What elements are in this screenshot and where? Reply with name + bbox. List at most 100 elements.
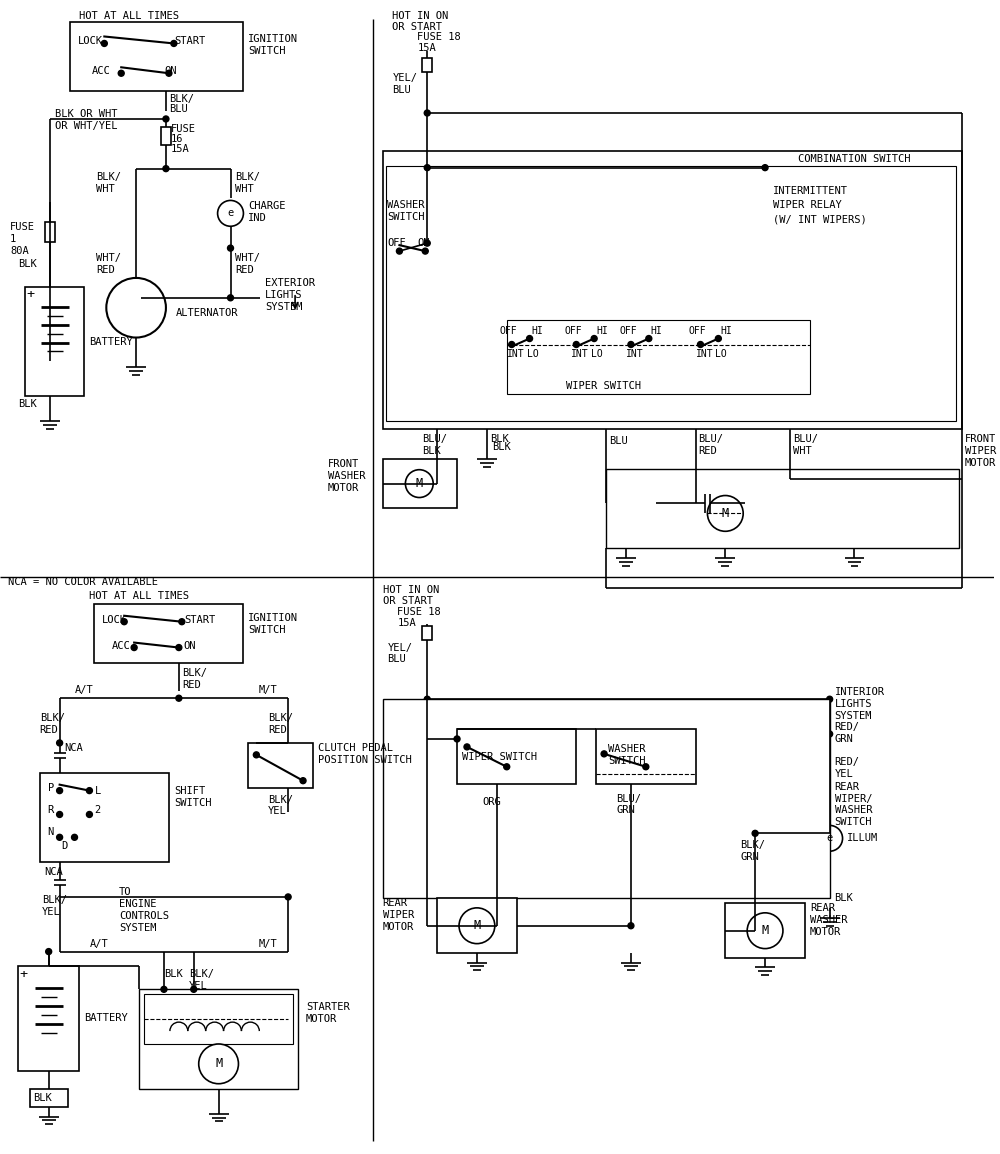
Text: FUSE 18: FUSE 18 (417, 32, 461, 43)
Bar (437, 898, 517, 952)
Circle shape (527, 336, 533, 342)
Text: YEL/: YEL/ (387, 643, 412, 652)
Text: BLK: BLK (18, 258, 37, 269)
Circle shape (424, 110, 430, 117)
Text: OR START: OR START (392, 22, 442, 31)
Circle shape (817, 825, 843, 852)
Circle shape (424, 240, 430, 246)
Text: NCA = NO COLOR AVAILABLE: NCA = NO COLOR AVAILABLE (8, 577, 158, 587)
Text: BLK: BLK (492, 442, 511, 452)
Bar (383, 151, 962, 429)
Circle shape (86, 788, 92, 794)
Text: WHT: WHT (96, 183, 115, 194)
Circle shape (218, 201, 243, 226)
Text: BLK/: BLK/ (42, 894, 67, 905)
Circle shape (57, 740, 63, 745)
Circle shape (573, 342, 579, 347)
Text: START: START (174, 37, 205, 46)
Circle shape (509, 342, 515, 347)
Text: BLK: BLK (18, 399, 37, 410)
Text: ENGINE: ENGINE (119, 899, 157, 909)
Text: SWITCH: SWITCH (174, 797, 211, 808)
Text: BLU/: BLU/ (422, 434, 447, 444)
Text: R: R (48, 805, 54, 816)
Circle shape (300, 778, 306, 784)
Text: OFF: OFF (564, 325, 582, 336)
Circle shape (827, 696, 833, 702)
Text: SWITCH: SWITCH (248, 624, 286, 635)
Text: OFF: OFF (500, 325, 517, 336)
Text: 2: 2 (94, 805, 101, 816)
Text: 80A: 80A (10, 246, 29, 256)
Circle shape (163, 117, 169, 122)
Text: BLK/: BLK/ (740, 840, 765, 850)
Text: LO: LO (715, 350, 727, 359)
Text: FUSE: FUSE (171, 123, 196, 134)
Text: 15A: 15A (417, 44, 436, 53)
Circle shape (176, 695, 182, 702)
Bar (606, 469, 959, 548)
Text: LO: LO (591, 350, 603, 359)
Text: +: + (20, 968, 28, 981)
Text: NCA: NCA (65, 743, 83, 752)
Text: D: D (62, 841, 68, 852)
Text: MOTOR: MOTOR (965, 458, 996, 467)
Text: ACC: ACC (91, 66, 110, 76)
Text: 1: 1 (10, 234, 16, 245)
Bar (422, 625, 432, 639)
Text: CHARGE: CHARGE (248, 202, 286, 211)
Text: IGNITION: IGNITION (248, 35, 298, 45)
Bar (30, 1088, 68, 1107)
Text: BLU: BLU (169, 104, 188, 114)
Circle shape (228, 245, 233, 252)
Text: N: N (48, 827, 54, 838)
Text: REAR: REAR (835, 781, 860, 792)
Text: WHT/: WHT/ (235, 253, 260, 263)
Text: FUSE 18: FUSE 18 (397, 607, 441, 616)
Text: ILLUM: ILLUM (847, 833, 878, 844)
Text: RED: RED (698, 445, 717, 456)
Circle shape (176, 645, 182, 651)
Text: MOTOR: MOTOR (328, 482, 359, 493)
Text: BLK/: BLK/ (169, 95, 194, 104)
Text: BLK/: BLK/ (268, 713, 293, 724)
Text: REAR: REAR (810, 902, 835, 913)
Text: HI: HI (532, 325, 543, 336)
Text: ON: ON (417, 238, 430, 248)
Text: MOTOR: MOTOR (306, 1014, 337, 1024)
Text: INTERIOR: INTERIOR (835, 688, 885, 697)
Bar (383, 459, 457, 509)
Text: SYSTEM: SYSTEM (265, 301, 303, 312)
Text: BLU: BLU (387, 654, 406, 665)
Text: HOT AT ALL TIMES: HOT AT ALL TIMES (89, 591, 189, 601)
Text: SWITCH: SWITCH (608, 756, 646, 766)
Circle shape (454, 736, 460, 742)
Text: MOTOR: MOTOR (383, 922, 414, 931)
Text: WHT: WHT (793, 445, 812, 456)
Text: MOTOR: MOTOR (810, 927, 841, 937)
Circle shape (459, 908, 495, 944)
Text: YEL: YEL (268, 807, 287, 817)
Bar (94, 604, 243, 664)
Text: WASHER: WASHER (835, 805, 872, 816)
Text: START: START (184, 615, 215, 624)
Text: BLK OR WHT: BLK OR WHT (55, 108, 117, 119)
Circle shape (405, 470, 433, 497)
Text: YEL: YEL (835, 769, 853, 779)
Text: POSITION SWITCH: POSITION SWITCH (318, 755, 412, 765)
Circle shape (707, 495, 743, 531)
Text: e: e (227, 209, 234, 218)
Text: OR WHT/YEL: OR WHT/YEL (55, 121, 117, 130)
Text: SHIFT: SHIFT (174, 786, 205, 795)
Circle shape (228, 294, 233, 301)
Text: COMBINATION SWITCH: COMBINATION SWITCH (798, 153, 910, 164)
Text: ORG: ORG (482, 796, 501, 807)
Circle shape (57, 834, 63, 840)
Circle shape (424, 696, 430, 702)
Text: L: L (94, 786, 101, 795)
Circle shape (106, 278, 166, 338)
Text: SWITCH: SWITCH (248, 46, 286, 57)
Text: BLK: BLK (33, 1093, 52, 1102)
Circle shape (752, 831, 758, 837)
Text: M/T: M/T (258, 938, 277, 949)
